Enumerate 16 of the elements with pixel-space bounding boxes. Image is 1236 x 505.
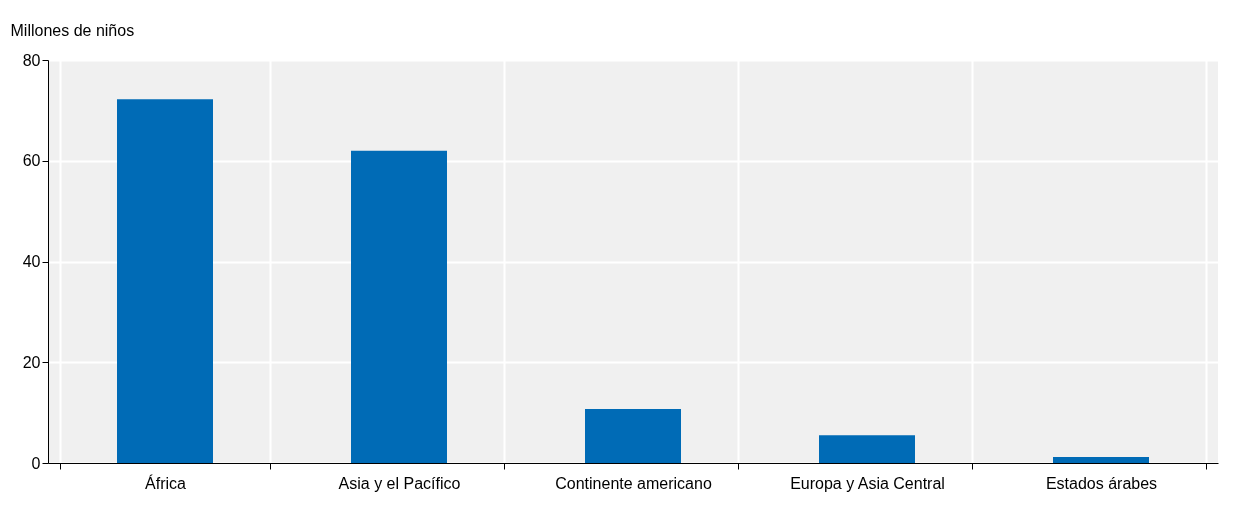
y-tick-label: 60 xyxy=(22,152,41,170)
bar xyxy=(351,150,447,463)
y-tick-label: 40 xyxy=(22,253,41,270)
bar xyxy=(585,409,681,463)
y-tick-label: 0 xyxy=(31,454,41,472)
bar xyxy=(117,99,213,463)
y-tick-label: 80 xyxy=(22,51,41,69)
bar xyxy=(1053,456,1149,463)
x-tick-label: Asia y el Pacífico xyxy=(338,474,461,492)
y-tick-label: 20 xyxy=(22,353,41,371)
x-tick-label: Estados árabes xyxy=(1045,474,1158,492)
x-tick-label: África xyxy=(145,473,187,492)
x-tick-label: Europa y Asia Central xyxy=(790,474,945,492)
x-tick-label: Continente americano xyxy=(555,474,712,492)
bar xyxy=(819,435,915,463)
y-axis-title: Millones de niños xyxy=(10,21,135,39)
